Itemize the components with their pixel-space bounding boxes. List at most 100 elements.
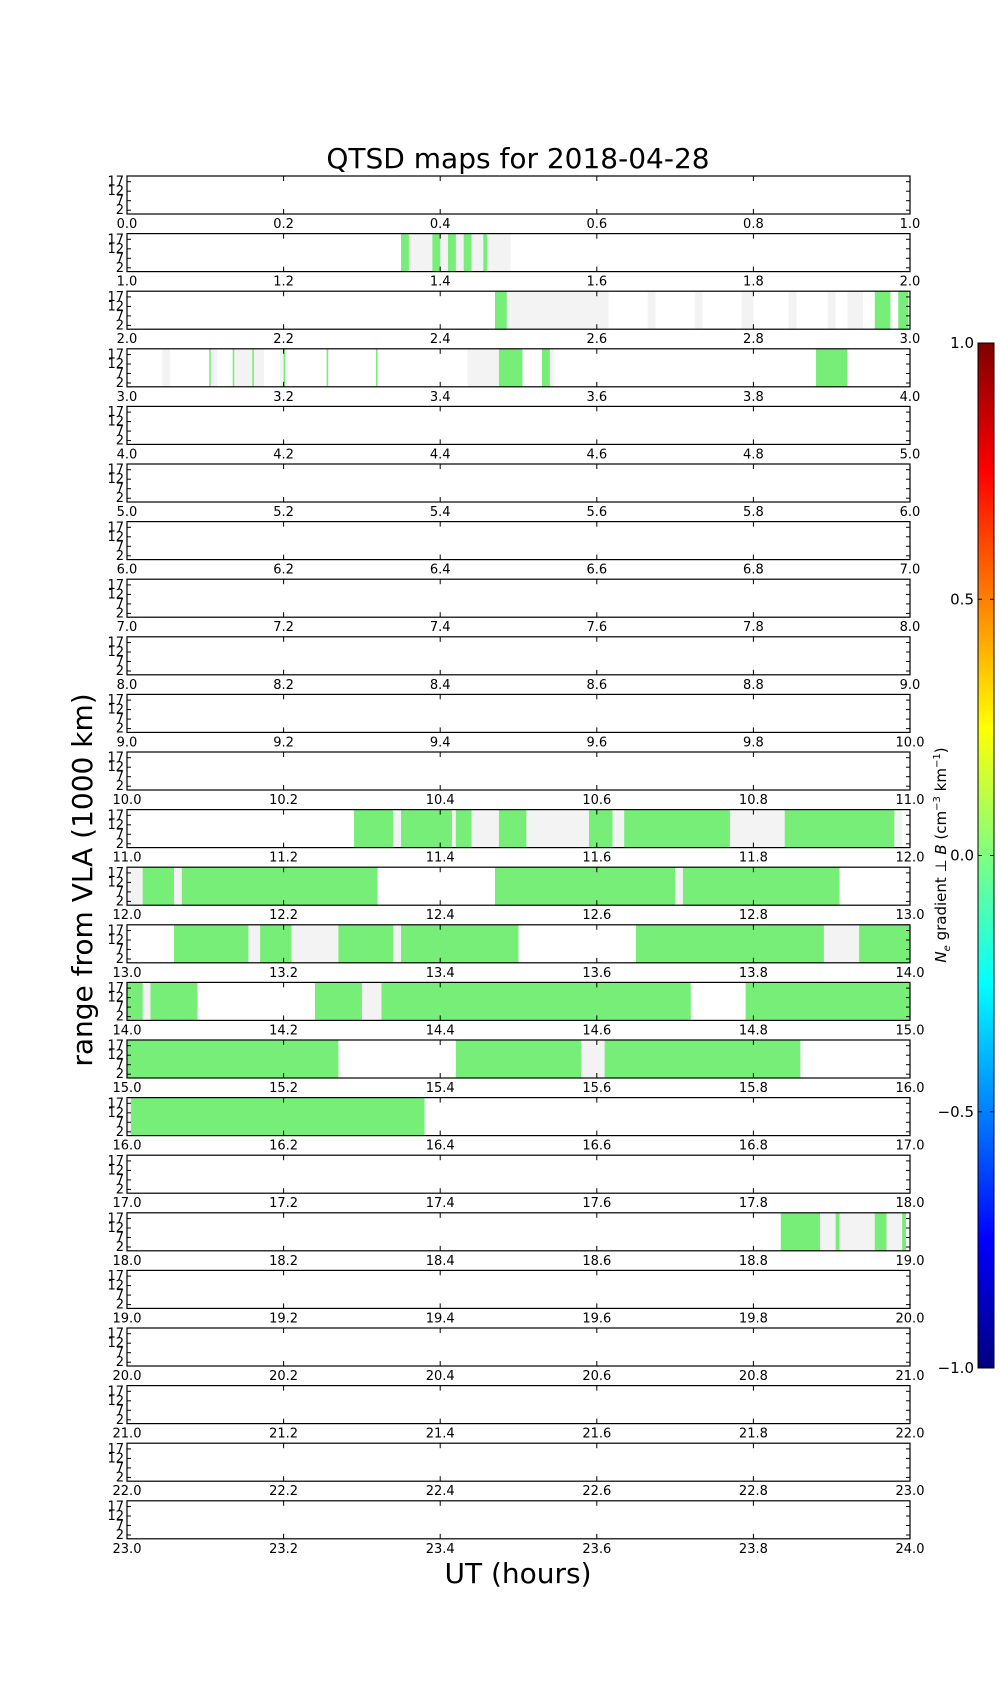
panel-frame [126, 1269, 911, 1310]
y-tick-label: 2 [116, 261, 124, 276]
x-tick-label: 23.4 [426, 1542, 455, 1557]
x-tick-label: 9.8 [743, 735, 764, 750]
x-tick-label: 8.8 [743, 678, 764, 693]
x-tick-label: 23.6 [582, 1542, 611, 1557]
x-tick-label: 5.8 [743, 505, 764, 520]
y-tick-label: 12 [107, 242, 124, 257]
panel-background [127, 464, 910, 502]
y-tick-label: 12 [107, 818, 124, 833]
panel-frame [126, 924, 911, 964]
panel-background [127, 1385, 910, 1424]
gap-segment [495, 291, 609, 330]
gap-segment [232, 348, 265, 387]
x-tick-label: 19.8 [739, 1311, 768, 1326]
x-tick-label: 21.0 [896, 1369, 925, 1384]
x-tick-label: 10.4 [426, 793, 455, 808]
y-tick-label: 12 [107, 1279, 124, 1294]
x-tick-label: 9.0 [117, 735, 138, 750]
panel-background [127, 1443, 910, 1482]
y-tick-label: 12 [107, 415, 124, 430]
y-tick-label: 2 [116, 1413, 124, 1428]
x-tick-label: 12.8 [739, 908, 768, 923]
x-tick-label: 3.0 [900, 332, 921, 347]
x-tick-label: 16.8 [739, 1139, 768, 1154]
data-segment [498, 348, 523, 387]
x-tick-label: 23.8 [739, 1542, 768, 1557]
y-tick-label: 17 [107, 1096, 124, 1111]
y-tick-label: 17 [107, 1500, 124, 1515]
y-tick-label: 17 [107, 348, 124, 363]
y-tick-label: 2 [116, 952, 124, 967]
y-tick-label: 17 [107, 636, 124, 651]
panel-background [127, 694, 910, 733]
data-segment [835, 1212, 840, 1251]
colorbar: 1.0 0.5 0.0 −0.5 −1.0 Ne gradient ⊥ B (cm−3 … [932, 334, 995, 1377]
y-tick-label: 2 [116, 1067, 124, 1082]
x-tick-label: 13.0 [113, 966, 142, 981]
x-tick-label: 23.0 [113, 1542, 142, 1557]
y-tick-label: 2 [116, 1125, 124, 1140]
y-tick-label: 17 [107, 751, 124, 766]
x-tick-label: 15.8 [739, 1081, 768, 1096]
data-segment [902, 1212, 907, 1251]
x-tick-label: 3.8 [743, 390, 764, 405]
y-tick-label: 12 [107, 1451, 124, 1466]
gap-segment [694, 291, 703, 330]
y-tick-label: 12 [107, 1048, 124, 1063]
x-tick-label: 13.6 [582, 966, 611, 981]
x-tick-label: 11.4 [426, 851, 455, 866]
x-tick-label: 4.6 [586, 447, 607, 462]
panel-background [127, 636, 910, 675]
x-tick-label: 6.0 [117, 563, 138, 578]
x-tick-label: 17.2 [269, 1196, 298, 1211]
x-tick-label: 12.6 [582, 908, 611, 923]
x-tick-label: 6.6 [586, 563, 607, 578]
x-tick-label: 15.2 [269, 1081, 298, 1096]
colorbar-label-mid: gradient ⊥ [932, 855, 950, 946]
y-tick-label: 7 [116, 712, 124, 727]
x-tick-label: 19.2 [269, 1311, 298, 1326]
y-tick-label: 7 [116, 251, 124, 266]
x-tick-label: 13.8 [739, 966, 768, 981]
y-tick-label: 12 [107, 184, 124, 199]
panel-frame [126, 578, 911, 618]
gap-segment [847, 291, 864, 330]
x-tick-label: 3.6 [586, 390, 607, 405]
panel-frame [126, 463, 911, 503]
x-tick-label: 1.6 [586, 275, 607, 290]
panel-background [127, 406, 910, 445]
x-tick-label: 14.4 [426, 1023, 455, 1038]
panel-frame [126, 1212, 911, 1252]
data-segment [780, 1212, 820, 1251]
data-segment [232, 348, 235, 387]
x-tick-label: 17.6 [582, 1196, 611, 1211]
panel-frame [126, 693, 911, 734]
x-tick-label: 4.0 [117, 447, 138, 462]
data-segment [150, 982, 198, 1021]
panel-background [127, 233, 910, 272]
data-segment [127, 1040, 339, 1078]
y-tick-label: 2 [116, 203, 124, 218]
data-segment [624, 809, 730, 848]
x-tick-label: 21.2 [269, 1427, 298, 1442]
x-tick-label: 5.2 [273, 505, 294, 520]
y-tick-label: 17 [107, 405, 124, 420]
x-tick-label: 2.6 [586, 332, 607, 347]
x-tick-label: 7.0 [117, 620, 138, 635]
x-tick-label: 6.8 [743, 563, 764, 578]
y-tick-label: 12 [107, 1336, 124, 1351]
data-segment [401, 233, 409, 272]
y-tick-label: 17 [107, 1212, 124, 1227]
x-tick-label: 18.6 [582, 1254, 611, 1269]
x-tick-label: 15.0 [113, 1081, 142, 1096]
y-tick-label: 7 [116, 1231, 124, 1246]
x-tick-label: 5.6 [586, 505, 607, 520]
